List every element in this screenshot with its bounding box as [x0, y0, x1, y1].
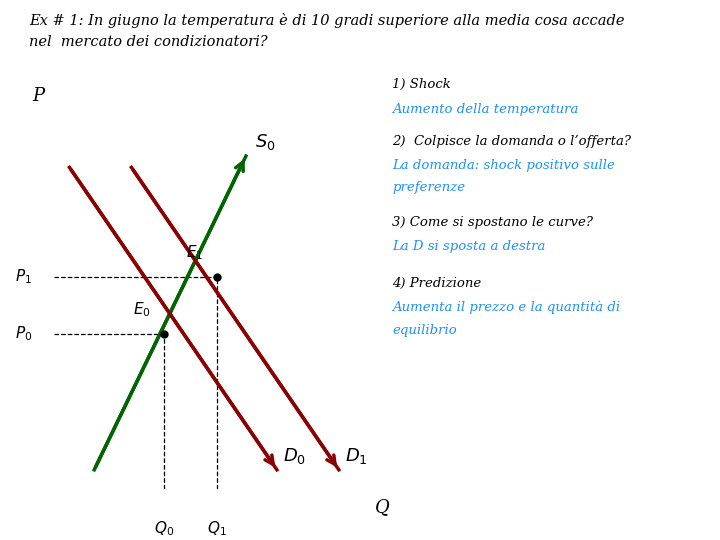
- Text: Ex # 1: In giugno la temperatura è di 10 gradi superiore alla media cosa accade: Ex # 1: In giugno la temperatura è di 10…: [29, 14, 624, 29]
- Text: Aumenta il prezzo e la quantità di: Aumenta il prezzo e la quantità di: [392, 301, 621, 314]
- Text: 3) Come si spostano le curve?: 3) Come si spostano le curve?: [392, 216, 593, 229]
- Text: P: P: [32, 86, 45, 105]
- Text: 2)  Colpisce la domanda o l’offerta?: 2) Colpisce la domanda o l’offerta?: [392, 135, 631, 148]
- Text: 4) Predizione: 4) Predizione: [392, 276, 482, 289]
- Text: $S_0$: $S_0$: [256, 132, 276, 152]
- Text: $E_0$: $E_0$: [133, 300, 151, 319]
- Text: nel  mercato dei condizionatori?: nel mercato dei condizionatori?: [29, 35, 267, 49]
- Text: $D_1$: $D_1$: [345, 446, 368, 466]
- Text: La domanda: shock positivo sulle: La domanda: shock positivo sulle: [392, 159, 616, 172]
- Text: Q: Q: [375, 498, 390, 517]
- Text: La D si sposta a destra: La D si sposta a destra: [392, 240, 546, 253]
- Text: $Q_1$: $Q_1$: [207, 519, 226, 538]
- Text: $E_1$: $E_1$: [186, 243, 204, 262]
- Text: $P_1$: $P_1$: [15, 268, 32, 286]
- Text: $Q_0$: $Q_0$: [154, 519, 174, 538]
- Text: Aumento della temperatura: Aumento della temperatura: [392, 103, 579, 116]
- Text: $P_0$: $P_0$: [15, 325, 32, 343]
- Text: preferenze: preferenze: [392, 181, 466, 194]
- Text: equilibrio: equilibrio: [392, 324, 457, 337]
- Text: $D_0$: $D_0$: [283, 446, 306, 466]
- Text: 1) Shock: 1) Shock: [392, 78, 451, 91]
